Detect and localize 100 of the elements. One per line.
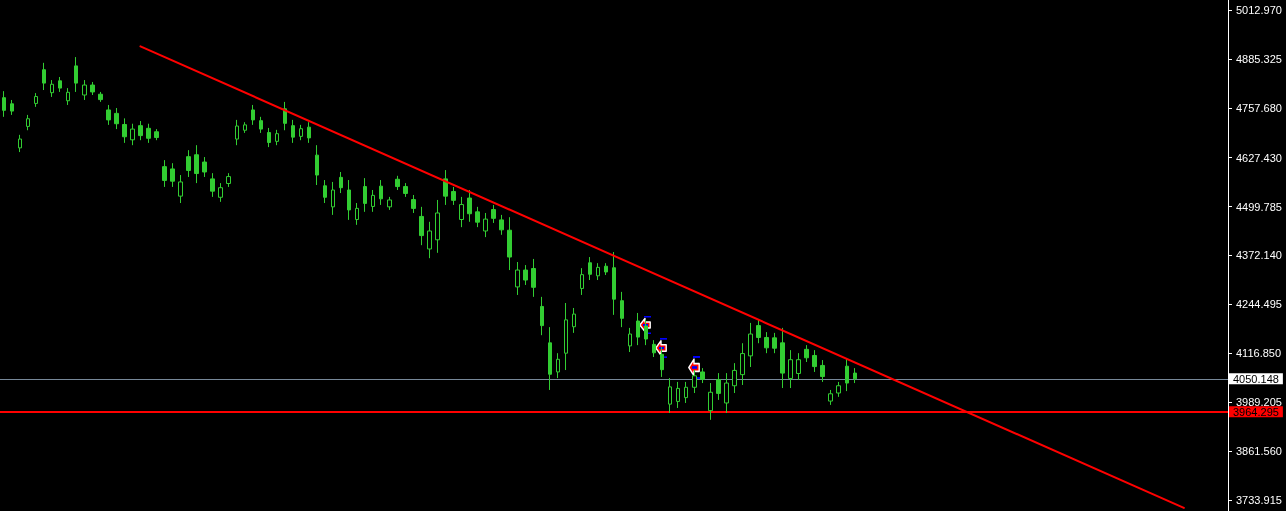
candlestick: [235, 119, 239, 146]
candlestick: [162, 159, 167, 188]
candlestick: [788, 349, 793, 389]
candlestick: [716, 372, 721, 401]
candlestick: [154, 128, 159, 141]
candlestick: [564, 302, 568, 371]
candlestick: [820, 359, 825, 383]
candlestick: [451, 186, 456, 206]
candlestick: [676, 381, 680, 409]
candlestick: [82, 79, 87, 101]
candlestick: [403, 182, 408, 198]
candlestick: [226, 172, 231, 188]
candlestick: [668, 377, 672, 414]
candlestick: [210, 172, 215, 198]
candlestick: [259, 116, 263, 134]
ref-line-label: 4050.148: [1233, 372, 1279, 385]
candlestick: [580, 267, 584, 296]
candlestick: [684, 381, 688, 404]
y-tick-label: 4372.140: [1236, 249, 1282, 262]
candlestick: [339, 171, 343, 194]
candlestick: [331, 181, 335, 216]
candlestick: [531, 258, 536, 298]
y-tick-label: 3861.560: [1236, 445, 1282, 458]
candlestick: [130, 123, 135, 146]
candlestick: [42, 62, 46, 91]
candlestick: [122, 117, 127, 144]
candlestick: [411, 194, 416, 214]
candlestick: [588, 256, 592, 281]
candlestick: [620, 291, 624, 328]
candlestick: [170, 162, 175, 188]
candlestick: [2, 90, 6, 118]
candlestick: [812, 349, 817, 373]
candlestick: [98, 91, 103, 103]
y-tick-label: 4885.325: [1236, 52, 1282, 65]
candlestick: [515, 261, 520, 296]
candlestick: [379, 179, 383, 206]
candlestick: [34, 92, 38, 108]
candlestick: [18, 134, 22, 153]
candlestick: [114, 107, 119, 130]
candlestick: [572, 307, 576, 334]
candlestick: [251, 104, 255, 126]
candlestick: [853, 367, 857, 384]
candlestick: [74, 56, 78, 93]
candlestick: [347, 179, 351, 221]
candlestick: [764, 331, 769, 354]
candlestick: [10, 99, 14, 116]
candlestick: [836, 381, 841, 398]
candlestick: [796, 352, 801, 381]
candlestick: [307, 121, 311, 144]
candlestick: [548, 326, 552, 391]
candlestick: [186, 149, 191, 178]
candlestick: [483, 212, 488, 238]
candlestick: [491, 204, 496, 224]
candlestick: [178, 174, 183, 204]
candlestick: [275, 129, 279, 146]
candlestick: [419, 206, 424, 246]
candlestick: [138, 120, 143, 141]
y-tick-label: 5012.970: [1236, 3, 1282, 16]
candlestick: [291, 119, 295, 144]
candlestick: [628, 327, 632, 353]
candlestick: [243, 121, 247, 134]
candlestick: [218, 182, 223, 203]
candlestick: [845, 357, 849, 392]
y-tick-label: 4499.785: [1236, 200, 1282, 213]
candlestick: [202, 156, 207, 178]
candlestick: [26, 114, 30, 131]
candlestick: [596, 262, 600, 281]
candlestick: [804, 344, 809, 363]
candlestick: [748, 322, 753, 368]
candlestick: [636, 312, 640, 346]
candlestick: [724, 372, 729, 414]
candlestick: [467, 189, 472, 223]
candlestick: [828, 389, 833, 406]
candlestick: [756, 319, 761, 344]
candlestick: [194, 144, 199, 184]
y-tick-label: 4757.680: [1236, 101, 1282, 114]
candlestick: [106, 104, 111, 126]
candlestick: [323, 179, 327, 204]
candlestick: [708, 382, 713, 421]
candlestick: [66, 87, 70, 106]
candlestick: [435, 199, 440, 254]
candlestick: [556, 352, 560, 379]
candlestick: [772, 332, 777, 354]
y-tick-label: 4116.850: [1236, 347, 1282, 360]
candlestick: [740, 342, 745, 386]
candlestick: [427, 221, 432, 259]
candlestick: [700, 367, 705, 384]
candlestick: [540, 296, 544, 336]
candlestick: [652, 339, 656, 358]
candlestick: [90, 81, 95, 96]
candlestick: [315, 144, 319, 186]
candlestick: [146, 123, 151, 144]
candlestick: [612, 251, 616, 316]
candlestick: [475, 206, 480, 228]
candlestick: [499, 214, 504, 236]
y-tick-label: 4627.430: [1236, 151, 1282, 164]
candlestick: [395, 175, 400, 191]
candlestick: [523, 264, 528, 286]
candlestick: [355, 202, 359, 226]
candlestick: [50, 79, 54, 98]
